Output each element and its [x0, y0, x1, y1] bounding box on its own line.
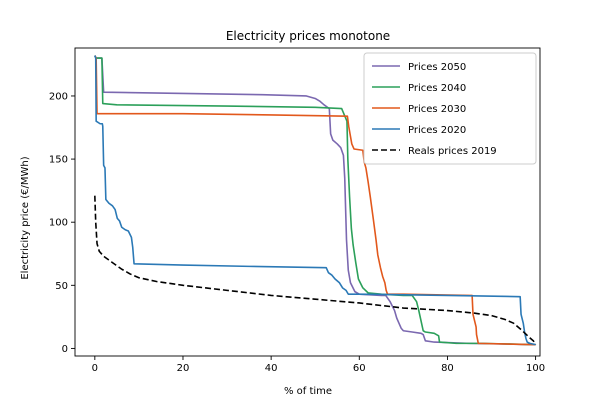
legend-label-2: Prices 2030 [408, 104, 466, 115]
y-tick-label: 150 [49, 155, 68, 166]
y-tick-label: 50 [55, 281, 68, 292]
series-line-4 [94, 195, 537, 346]
y-tick-label: 0 [62, 344, 68, 355]
x-axis: 0 20 40 60 80 100 [92, 356, 545, 374]
legend-label-3: Prices 2020 [408, 125, 466, 136]
plot-area [74, 47, 541, 357]
series-line-0 [94, 55, 536, 346]
legend: Prices 2050 Prices 2040 Prices 2030 Prices … [363, 52, 537, 165]
legend-box [363, 52, 537, 165]
chart-title: Electricity prices monotone [226, 29, 390, 43]
y-tick-label: 200 [49, 91, 68, 102]
x-tick-label: 20 [177, 363, 190, 374]
x-tick-label: 100 [526, 363, 545, 374]
plot-frame [74, 47, 541, 357]
x-axis-label: % of time [284, 386, 332, 397]
series-line-3 [94, 55, 536, 346]
x-tick-label: 60 [353, 363, 366, 374]
y-axis-label: Electricity price (€/MWh) [20, 156, 31, 279]
x-tick-label: 40 [265, 363, 278, 374]
series-line-1 [94, 55, 536, 346]
y-axis: 0 50 100 150 200 [49, 91, 75, 355]
legend-label-1: Prices 2040 [408, 83, 466, 94]
legend-label-0: Prices 2050 [408, 62, 466, 73]
x-tick-label: 0 [92, 363, 98, 374]
legend-label-4: Reals prices 2019 [408, 146, 497, 157]
y-tick-label: 100 [49, 218, 68, 229]
x-tick-label: 80 [441, 363, 454, 374]
